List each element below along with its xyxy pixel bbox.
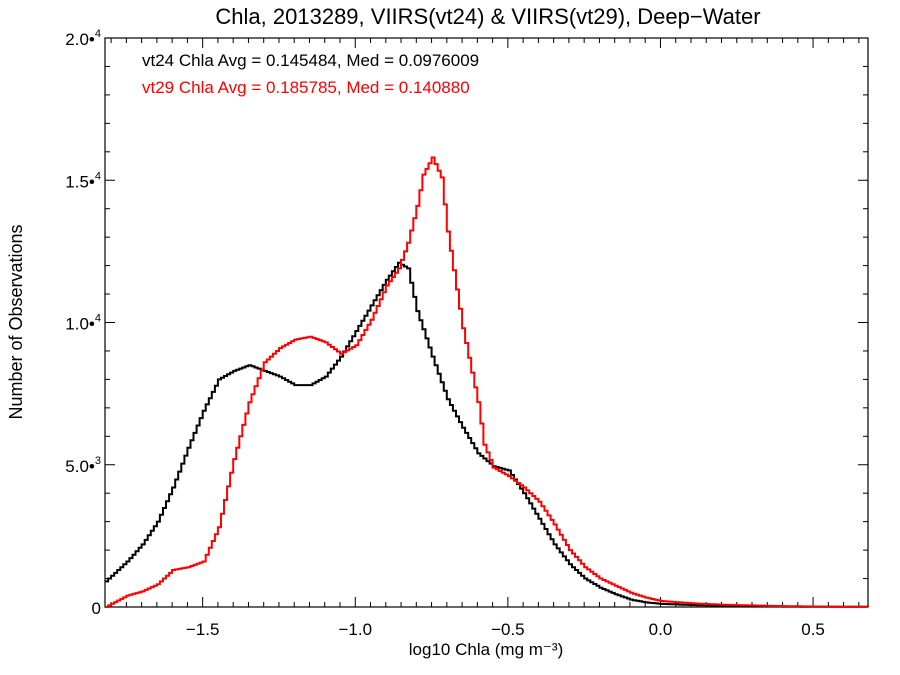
annotation-vt29: vt29 Chla Avg = 0.185785, Med = 0.140880 xyxy=(142,78,470,97)
x-tick-label: 0.0 xyxy=(649,620,673,639)
series-line-vt29 xyxy=(105,156,869,608)
chart-title: Chla, 2013289, VIIRS(vt24) & VIIRS(vt29)… xyxy=(215,4,760,29)
series-line-vt24 xyxy=(105,261,869,608)
y-axis-label: Number of Observations xyxy=(6,224,26,419)
x-tick-label: −0.5 xyxy=(491,620,525,639)
series-group xyxy=(105,156,869,608)
x-tick-label: −1.0 xyxy=(338,620,372,639)
x-axis-label: log10 Chla (mg m⁻³) xyxy=(409,640,563,659)
x-tick-label: −1.5 xyxy=(186,620,220,639)
y-tick-label: 0 xyxy=(92,599,101,618)
y-tick-label: 5.0•3 xyxy=(65,455,101,476)
y-tick-label: 2.0•4 xyxy=(65,28,101,49)
annotation-vt24: vt24 Chla Avg = 0.145484, Med = 0.097600… xyxy=(142,51,479,70)
y-axis: 0 5.0•3 1.0•4 1.5•4 2.0•4 xyxy=(65,28,868,618)
x-axis: −1.5 −1.0 −0.5 0.0 0.5 xyxy=(110,38,860,639)
x-tick-label: 0.5 xyxy=(801,620,825,639)
y-tick-label: 1.5•4 xyxy=(65,170,101,191)
y-tick-label: 1.0•4 xyxy=(65,313,101,334)
